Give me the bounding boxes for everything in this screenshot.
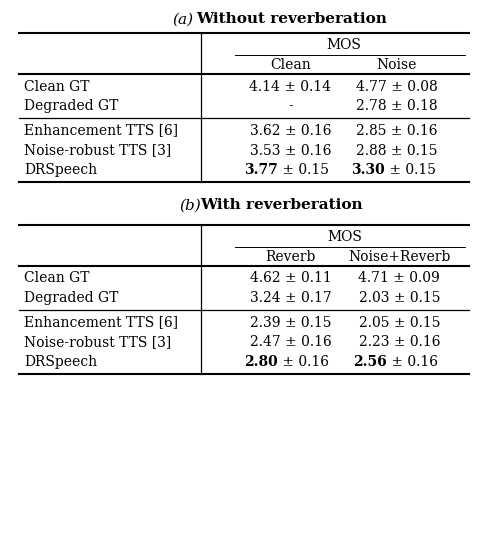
Text: -: - [288,99,293,114]
Text: MOS: MOS [327,230,363,244]
Text: Degraded GT: Degraded GT [24,99,119,114]
Text: Enhancement TTS [6]: Enhancement TTS [6] [24,124,178,137]
Text: 4.71 ± 0.09: 4.71 ± 0.09 [359,272,440,285]
Text: Clean GT: Clean GT [24,272,90,285]
Text: 3.30: 3.30 [351,163,385,177]
Text: 2.85 ± 0.16: 2.85 ± 0.16 [356,124,438,137]
Text: 2.05 ± 0.15: 2.05 ± 0.15 [359,316,440,330]
Text: 3.53 ± 0.16: 3.53 ± 0.16 [250,144,331,157]
Text: 2.88 ± 0.15: 2.88 ± 0.15 [356,144,438,157]
Text: 2.47 ± 0.16: 2.47 ± 0.16 [250,336,331,349]
Text: Without reverberation: Without reverberation [196,12,387,26]
Text: Noise-robust TTS [3]: Noise-robust TTS [3] [24,144,171,157]
Text: 4.14 ± 0.14: 4.14 ± 0.14 [249,79,332,93]
Text: ± 0.16: ± 0.16 [278,355,329,369]
Text: 3.24 ± 0.17: 3.24 ± 0.17 [250,291,331,305]
Text: 4.62 ± 0.11: 4.62 ± 0.11 [250,272,331,285]
Text: ± 0.15: ± 0.15 [278,163,329,177]
Text: 2.03 ± 0.15: 2.03 ± 0.15 [359,291,440,305]
Text: With reverberation: With reverberation [200,198,363,212]
Text: 3.77: 3.77 [244,163,278,177]
Text: Degraded GT: Degraded GT [24,291,119,305]
Text: 3.62 ± 0.16: 3.62 ± 0.16 [250,124,331,137]
Text: ± 0.16: ± 0.16 [387,355,438,369]
Text: (b): (b) [179,198,201,212]
Text: DRSpeech: DRSpeech [24,355,97,369]
Text: Reverb: Reverb [265,250,316,264]
Text: 2.56: 2.56 [353,355,387,369]
Text: MOS: MOS [326,38,361,52]
Text: Noise-robust TTS [3]: Noise-robust TTS [3] [24,336,171,349]
Text: Clean: Clean [270,58,311,72]
Text: (a): (a) [172,12,193,26]
Text: Noise+Reverb: Noise+Reverb [348,250,451,264]
Text: Clean GT: Clean GT [24,79,90,93]
Text: 4.77 ± 0.08: 4.77 ± 0.08 [356,79,438,93]
Text: Noise: Noise [377,58,417,72]
Text: 2.78 ± 0.18: 2.78 ± 0.18 [356,99,438,114]
Text: ± 0.15: ± 0.15 [385,163,436,177]
Text: 2.23 ± 0.16: 2.23 ± 0.16 [359,336,440,349]
Text: Enhancement TTS [6]: Enhancement TTS [6] [24,316,178,330]
Text: 2.39 ± 0.15: 2.39 ± 0.15 [250,316,331,330]
Text: 2.80: 2.80 [244,355,278,369]
Text: DRSpeech: DRSpeech [24,163,97,177]
